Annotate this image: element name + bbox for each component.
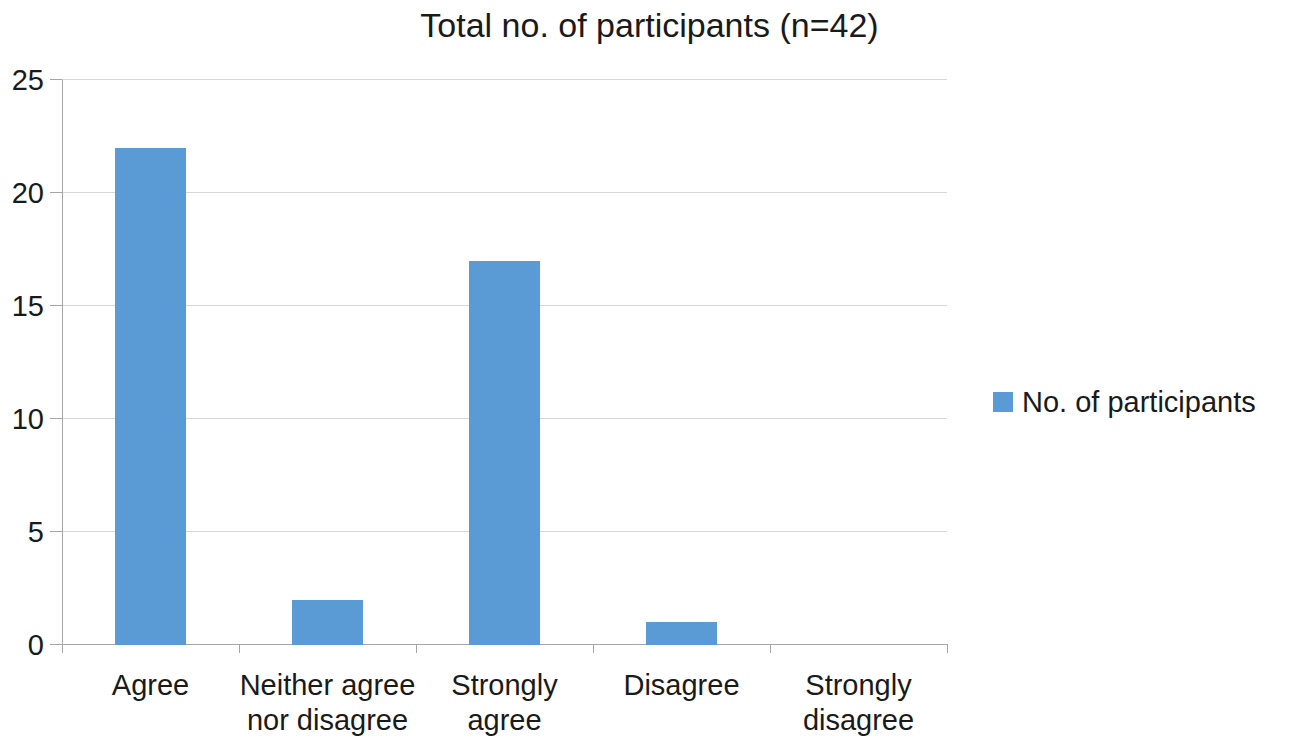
legend-label: No. of participants [1022, 384, 1256, 420]
x-axis-tick [947, 645, 948, 653]
x-axis-tick [62, 645, 63, 653]
chart-title: Total no. of participants (n=42) [0, 4, 1299, 46]
y-tick-label: 5 [0, 515, 44, 549]
x-category-label: Disagree [587, 668, 777, 703]
y-axis-tick [50, 531, 62, 532]
bar [115, 148, 186, 645]
x-axis-tick [239, 645, 240, 653]
y-axis-tick [50, 79, 62, 80]
bar [646, 622, 717, 645]
y-tick-label: 0 [0, 628, 44, 662]
bar [292, 600, 363, 645]
y-axis-tick [50, 192, 62, 193]
legend-swatch [993, 392, 1013, 412]
x-category-label: Agree [56, 668, 246, 703]
y-tick-label: 15 [0, 289, 44, 323]
x-axis-tick [416, 645, 417, 653]
x-axis-tick [770, 645, 771, 653]
y-axis-line [62, 80, 63, 653]
x-category-label: Strongly agree [410, 668, 600, 738]
bar-chart-figure: Total no. of participants (n=42) No. of … [0, 0, 1299, 743]
y-axis-tick [50, 644, 62, 645]
legend: No. of participants [993, 384, 1256, 420]
bar [469, 261, 540, 645]
y-tick-label: 25 [0, 63, 44, 97]
gridline [62, 192, 947, 193]
x-category-label: Strongly disagree [764, 668, 954, 738]
gridline [62, 79, 947, 80]
x-axis-tick [593, 645, 594, 653]
y-axis-tick [50, 305, 62, 306]
y-tick-label: 10 [0, 402, 44, 436]
y-axis-tick [50, 418, 62, 419]
x-category-label: Neither agree nor disagree [233, 668, 423, 738]
y-tick-label: 20 [0, 176, 44, 210]
